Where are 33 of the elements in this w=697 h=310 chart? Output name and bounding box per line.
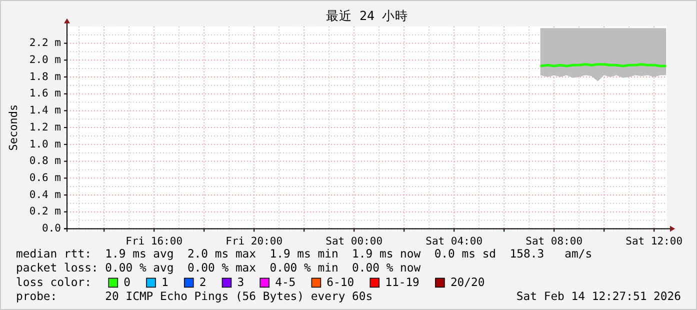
legend-label: 11-19 [385, 274, 420, 289]
x-tick-label: Fri 16:00 [126, 236, 183, 248]
y-tick-label: 1.2 m [29, 121, 61, 134]
legend-title: loss color: [16, 274, 92, 289]
y-tick-label: 0.4 m [29, 188, 61, 201]
legend-label: 0 [124, 274, 131, 289]
y-tick-label: 0.2 m [29, 206, 61, 218]
y-tick-label: 1.0 m [29, 138, 61, 150]
y-tick-label: 1.8 m [29, 70, 61, 83]
legend-label: 3 [237, 274, 244, 289]
y-tick-label: 0.0 [42, 222, 61, 235]
legend-label: 20/20 [450, 274, 485, 289]
text: Sat Feb 14 12:27:51 2026 [516, 288, 682, 303]
legend-label: 2 [199, 274, 206, 289]
legend-label: 4-5 [275, 274, 296, 289]
text: packet loss: 0.00 % avg 0.00 % max 0.00 % min 0.00 % now [16, 260, 421, 275]
y-tick-label: 1.4 m [29, 104, 61, 117]
y-tick-label: 2.2 m [29, 37, 61, 50]
legend-label: 6-10 [326, 274, 354, 289]
x-tick-label: Sat 12:00 [626, 236, 683, 248]
text: probe: 20 ICMP Echo Pings (56 Bytes) every 60s [16, 288, 373, 303]
y-tick-label: 0.8 m [29, 155, 61, 168]
x-tick-label: Sat 00:00 [326, 236, 383, 248]
y-tick-label: 0.6 m [29, 172, 61, 184]
x-tick-label: Fri 20:00 [226, 236, 283, 248]
text: median rtt: 1.9 ms avg 2.0 ms max 1.9 ms min 1.9 ms now 0.0 ms sd 158.3 am/s [16, 246, 592, 261]
y-tick-label: 1.6 m [29, 88, 61, 100]
x-tick-label: Sat 04:00 [426, 236, 483, 248]
y-axis-title: Seconds [7, 104, 20, 151]
x-tick-label: Sat 08:00 [526, 236, 583, 248]
y-tick-label: 2.0 m [29, 54, 61, 66]
legend-label: 1 [162, 274, 169, 289]
chart-title: 最近 24 小時 [326, 8, 408, 23]
